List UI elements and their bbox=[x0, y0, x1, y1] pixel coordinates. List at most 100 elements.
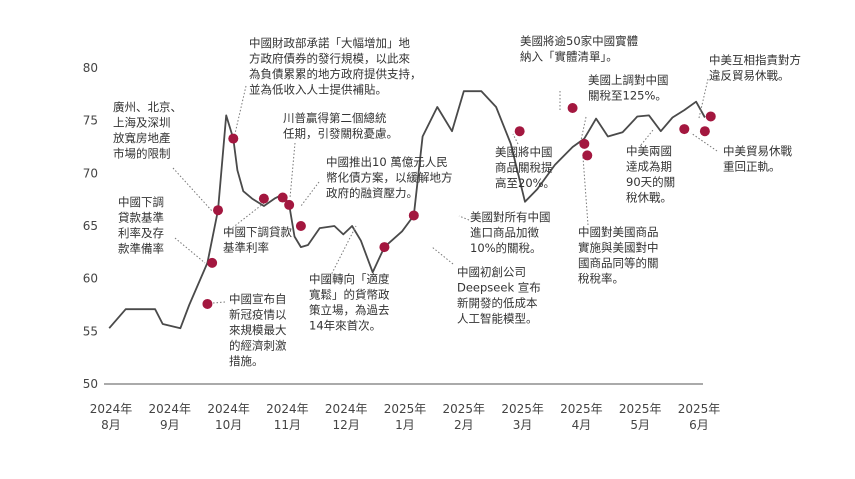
annotation-line: 策立場，為過去 bbox=[309, 303, 390, 317]
annotation-line: 市場的限制 bbox=[113, 147, 171, 161]
x-tick-label-month: 10月 bbox=[215, 418, 242, 432]
event-marker bbox=[284, 199, 295, 210]
annotation-line: 款準備率 bbox=[118, 242, 164, 256]
annotation-line: 利率及存 bbox=[118, 226, 164, 240]
event-marker bbox=[379, 242, 390, 253]
annotation-line: 90天的關 bbox=[626, 175, 675, 189]
annotation-line: 中國轉向「適度 bbox=[309, 272, 390, 286]
annotation-leader bbox=[698, 78, 709, 119]
annotation-line: 美國將中國 bbox=[495, 145, 553, 159]
series-line bbox=[108, 90, 706, 330]
annotation-line: 新開發的低成本 bbox=[457, 296, 538, 310]
x-tick-label-year: 2025年 bbox=[384, 402, 427, 416]
x-tick-label-year: 2024年 bbox=[325, 402, 368, 416]
annotation-line: 中美互相指責對方 bbox=[709, 53, 801, 67]
annotation-leader bbox=[326, 225, 357, 284]
y-tick-label: 60 bbox=[83, 272, 98, 286]
x-tick-label-year: 2025年 bbox=[560, 402, 603, 416]
annotation-line: 川普贏得第二個總統 bbox=[283, 111, 387, 125]
annotation-line: 中國財政部承諾「大幅增加」地 bbox=[249, 36, 410, 50]
annotation-leader bbox=[172, 167, 213, 212]
annotation-line: 政府的融資壓力。 bbox=[326, 186, 418, 200]
annotation-line: 高至20%。 bbox=[495, 176, 555, 190]
annotation-leader bbox=[582, 156, 589, 226]
leader-layer bbox=[172, 78, 718, 305]
y-tick-label: 80 bbox=[83, 61, 98, 75]
annotation-line: 違反貿易休戰。 bbox=[709, 69, 790, 83]
annotation-line: 達成為期 bbox=[626, 160, 672, 174]
annotation-line: 中國下調貸款 bbox=[223, 225, 292, 239]
annotation: 中國財政部承諾「大幅增加」地方政府債券的發行規模，以此來為負債累累的地方政府提供… bbox=[249, 36, 422, 97]
annotation-line: 商品關稅提 bbox=[495, 161, 553, 175]
annotation-line: 美國對所有中國 bbox=[470, 210, 551, 224]
x-tick-label-year: 2024年 bbox=[149, 402, 192, 416]
annotation-line: 10%的關稅。 bbox=[470, 241, 542, 255]
event-marker bbox=[679, 124, 690, 135]
annotation-line: 基準利率 bbox=[223, 241, 269, 255]
annotation-line: 稅休戰。 bbox=[626, 191, 672, 205]
annotation-line: 中美兩國 bbox=[626, 144, 672, 158]
x-tick-label-year: 2024年 bbox=[90, 402, 133, 416]
x-tick-label-year: 2024年 bbox=[207, 402, 250, 416]
x-tick-label-month: 12月 bbox=[333, 418, 360, 432]
annotation-line: 中國對美國商品 bbox=[578, 225, 659, 239]
x-tick-label-year: 2025年 bbox=[678, 402, 721, 416]
x-tick-label-month: 4月 bbox=[572, 418, 592, 432]
annotation-leader bbox=[174, 237, 206, 264]
event-marker bbox=[408, 210, 419, 221]
annotation-line: 放寬房地產 bbox=[113, 131, 171, 145]
x-tick-label-year: 2025年 bbox=[443, 402, 486, 416]
annotation-line: 實施與美國對中 bbox=[578, 241, 659, 255]
annotation-line: 中國宣布自 bbox=[229, 292, 287, 306]
event-marker bbox=[582, 150, 593, 161]
annotation-leader bbox=[289, 142, 296, 199]
annotation-line: 幣化債方案，以緩解地方 bbox=[326, 171, 453, 185]
annotation-line: 中國初創公司 bbox=[457, 265, 526, 279]
annotation-line: 寬鬆」的貨幣政 bbox=[309, 288, 390, 302]
marker-layer bbox=[202, 103, 716, 309]
x-tick-label-month: 1月 bbox=[395, 418, 415, 432]
annotation-line: 中國推出10 萬億元人民 bbox=[326, 155, 448, 169]
annotation-line: 國商品同等的關 bbox=[578, 256, 659, 270]
x-tick-label-month: 11月 bbox=[274, 418, 301, 432]
x-tick-label-month: 3月 bbox=[513, 418, 533, 432]
annotation-leader bbox=[579, 116, 587, 146]
event-marker bbox=[207, 257, 218, 268]
x-tick-label-month: 2月 bbox=[454, 418, 474, 432]
y-tick-label: 70 bbox=[83, 166, 98, 180]
annotation-line: 重回正軌。 bbox=[723, 160, 781, 174]
annotation-leader bbox=[200, 301, 226, 305]
annotation-line: 為負債累累的地方政府提供支持， bbox=[249, 67, 422, 81]
annotation-line: 美國將逾50家中國實體 bbox=[520, 34, 638, 48]
y-tick-label: 50 bbox=[83, 377, 98, 391]
annotation-line: 稅稅率。 bbox=[578, 272, 624, 286]
annotation-line: 來規模最大 bbox=[229, 323, 287, 337]
annotation-layer: 廣州、北京、上海及深圳放寬房地產市場的限制中國下調貸款基準利率及存款準備率中國宣… bbox=[113, 34, 801, 368]
event-marker bbox=[699, 126, 710, 137]
event-marker bbox=[213, 205, 224, 216]
annotation-leader bbox=[233, 85, 247, 139]
annotation-line: 關稅至125%。 bbox=[588, 89, 667, 103]
annotation-leader bbox=[226, 199, 269, 233]
x-tick-label-year: 2024年 bbox=[266, 402, 309, 416]
annotation-line: 的經濟刺激 bbox=[229, 339, 287, 353]
annotation-line: 新冠疫情以 bbox=[229, 308, 287, 322]
event-marker bbox=[295, 221, 306, 231]
annotation-leader bbox=[300, 181, 320, 207]
x-tick-label-year: 2025年 bbox=[619, 402, 662, 416]
x-tick-label-year: 2025年 bbox=[501, 402, 544, 416]
annotation-line: 人工智能模型。 bbox=[457, 312, 538, 326]
